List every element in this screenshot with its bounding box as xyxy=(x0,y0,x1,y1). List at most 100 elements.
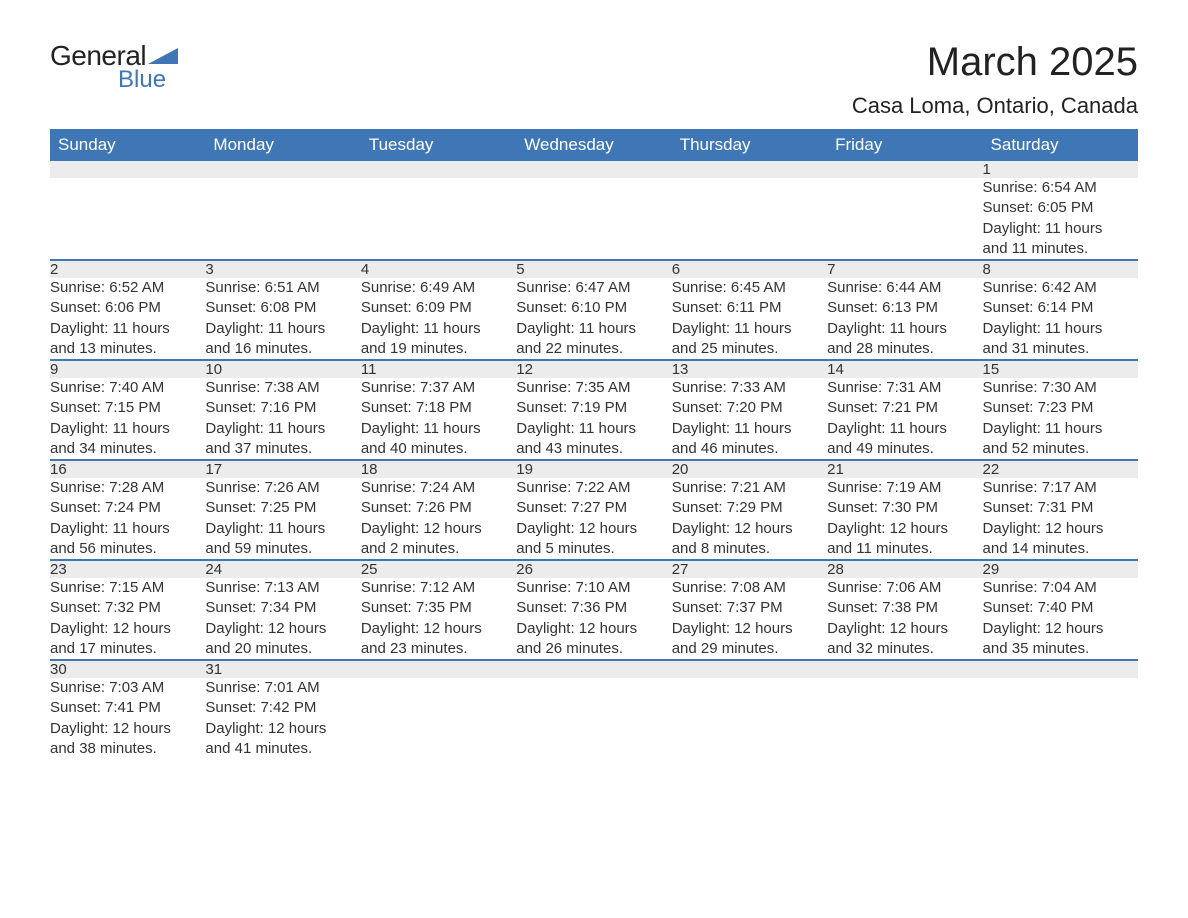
dl1-text: Daylight: 11 hours xyxy=(983,219,1138,239)
sunset-text: Sunset: 7:30 PM xyxy=(827,498,982,518)
day-data-cell xyxy=(50,178,205,260)
day-number-cell xyxy=(205,161,360,178)
day-number-cell: 18 xyxy=(361,460,516,478)
day-data-cell: Sunrise: 7:38 AMSunset: 7:16 PMDaylight:… xyxy=(205,378,360,460)
dow-sunday: Sunday xyxy=(50,129,205,161)
sunset-text: Sunset: 7:26 PM xyxy=(361,498,516,518)
sunset-text: Sunset: 7:24 PM xyxy=(50,498,205,518)
dl1-text: Daylight: 12 hours xyxy=(361,519,516,539)
day-number: 11 xyxy=(361,361,377,378)
dl2-text: and 8 minutes. xyxy=(672,539,827,559)
day-data-cell xyxy=(827,178,982,260)
day-number-cell: 20 xyxy=(672,460,827,478)
day-data-cell: Sunrise: 7:12 AMSunset: 7:35 PMDaylight:… xyxy=(361,578,516,660)
sunrise-text: Sunrise: 7:19 AM xyxy=(827,478,982,498)
day-data-cell xyxy=(672,678,827,759)
calendar-data-row: Sunrise: 6:54 AMSunset: 6:05 PMDaylight:… xyxy=(50,178,1138,260)
day-data-cell: Sunrise: 6:49 AMSunset: 6:09 PMDaylight:… xyxy=(361,278,516,360)
sunrise-text: Sunrise: 7:08 AM xyxy=(672,578,827,598)
sunrise-text: Sunrise: 6:52 AM xyxy=(50,278,205,298)
sunrise-text: Sunrise: 7:28 AM xyxy=(50,478,205,498)
sunrise-text: Sunrise: 7:31 AM xyxy=(827,378,982,398)
dl1-text: Daylight: 12 hours xyxy=(516,519,671,539)
sunset-text: Sunset: 7:23 PM xyxy=(983,398,1138,418)
dl2-text: and 32 minutes. xyxy=(827,639,982,659)
dl1-text: Daylight: 12 hours xyxy=(50,719,205,739)
sunrise-text: Sunrise: 7:37 AM xyxy=(361,378,516,398)
day-number: 6 xyxy=(672,261,680,278)
day-number: 19 xyxy=(516,461,533,478)
calendar-daynum-row: 16171819202122 xyxy=(50,460,1138,478)
day-number: 30 xyxy=(50,661,67,678)
day-number-cell: 14 xyxy=(827,360,982,378)
day-number-cell: 27 xyxy=(672,560,827,578)
sunset-text: Sunset: 6:10 PM xyxy=(516,298,671,318)
day-number: 16 xyxy=(50,461,67,478)
day-number: 9 xyxy=(50,361,58,378)
sunrise-text: Sunrise: 7:17 AM xyxy=(983,478,1138,498)
sunrise-text: Sunrise: 7:24 AM xyxy=(361,478,516,498)
calendar-body: 1Sunrise: 6:54 AMSunset: 6:05 PMDaylight… xyxy=(50,161,1138,759)
dl1-text: Daylight: 12 hours xyxy=(361,619,516,639)
day-number: 17 xyxy=(205,461,222,478)
day-number: 7 xyxy=(827,261,835,278)
day-number-cell xyxy=(672,161,827,178)
dl2-text: and 43 minutes. xyxy=(516,439,671,459)
day-number: 20 xyxy=(672,461,689,478)
calendar-daynum-row: 23242526272829 xyxy=(50,560,1138,578)
dl2-text: and 49 minutes. xyxy=(827,439,982,459)
dl2-text: and 56 minutes. xyxy=(50,539,205,559)
sunset-text: Sunset: 7:31 PM xyxy=(983,498,1138,518)
day-number: 1 xyxy=(983,161,991,178)
sunset-text: Sunset: 7:16 PM xyxy=(205,398,360,418)
day-data-cell: Sunrise: 6:51 AMSunset: 6:08 PMDaylight:… xyxy=(205,278,360,360)
day-data-cell: Sunrise: 7:19 AMSunset: 7:30 PMDaylight:… xyxy=(827,478,982,560)
dow-friday: Friday xyxy=(827,129,982,161)
dow-tuesday: Tuesday xyxy=(361,129,516,161)
day-number-cell: 9 xyxy=(50,360,205,378)
day-data-cell: Sunrise: 7:33 AMSunset: 7:20 PMDaylight:… xyxy=(672,378,827,460)
sunrise-text: Sunrise: 7:30 AM xyxy=(983,378,1138,398)
calendar-data-row: Sunrise: 6:52 AMSunset: 6:06 PMDaylight:… xyxy=(50,278,1138,360)
dl2-text: and 22 minutes. xyxy=(516,339,671,359)
dl2-text: and 28 minutes. xyxy=(827,339,982,359)
calendar-daynum-row: 30 31 xyxy=(50,660,1138,678)
day-number-cell xyxy=(672,660,827,678)
day-number-cell xyxy=(827,660,982,678)
dl2-text: and 52 minutes. xyxy=(983,439,1138,459)
day-number: 28 xyxy=(827,561,844,578)
day-number-cell: 12 xyxy=(516,360,671,378)
day-number-cell: 24 xyxy=(205,560,360,578)
sunrise-text: Sunrise: 7:40 AM xyxy=(50,378,205,398)
sunrise-text: Sunrise: 7:10 AM xyxy=(516,578,671,598)
dl1-text: Daylight: 11 hours xyxy=(50,319,205,339)
dow-saturday: Saturday xyxy=(983,129,1138,161)
dl2-text: and 17 minutes. xyxy=(50,639,205,659)
day-data-cell: Sunrise: 7:22 AMSunset: 7:27 PMDaylight:… xyxy=(516,478,671,560)
sunset-text: Sunset: 6:11 PM xyxy=(672,298,827,318)
day-data-cell: Sunrise: 7:37 AMSunset: 7:18 PMDaylight:… xyxy=(361,378,516,460)
sunset-text: Sunset: 7:19 PM xyxy=(516,398,671,418)
calendar-data-row: Sunrise: 7:28 AMSunset: 7:24 PM Daylight:… xyxy=(50,478,1138,560)
day-data-cell: Sunrise: 7:26 AMSunset: 7:25 PMDaylight:… xyxy=(205,478,360,560)
day-number-cell: 31 xyxy=(205,660,360,678)
dl1-text: Daylight: 11 hours xyxy=(205,319,360,339)
calendar-daynum-row: 1 xyxy=(50,161,1138,178)
dl1-text: Daylight: 11 hours xyxy=(983,419,1138,439)
logo-text-blue: Blue xyxy=(118,66,166,94)
sunrise-text: Sunrise: 7:13 AM xyxy=(205,578,360,598)
day-number-cell: 28 xyxy=(827,560,982,578)
day-data-cell xyxy=(827,678,982,759)
sunset-text: Sunset: 7:36 PM xyxy=(516,598,671,618)
day-number: 22 xyxy=(983,461,1000,478)
day-data-cell: Sunrise: 6:45 AMSunset: 6:11 PMDaylight:… xyxy=(672,278,827,360)
day-number-cell: 7 xyxy=(827,260,982,278)
title-block: March 2025 Casa Loma, Ontario, Canada xyxy=(852,40,1138,119)
dl1-text: Daylight: 12 hours xyxy=(672,619,827,639)
sunrise-text: Sunrise: 7:26 AM xyxy=(205,478,360,498)
day-number-cell: 6 xyxy=(672,260,827,278)
day-data-cell: Sunrise: 7:04 AMSunset: 7:40 PMDaylight:… xyxy=(983,578,1138,660)
day-number: 5 xyxy=(516,261,524,278)
dl1-text: Daylight: 12 hours xyxy=(983,619,1138,639)
sunrise-text: Sunrise: 6:42 AM xyxy=(983,278,1138,298)
